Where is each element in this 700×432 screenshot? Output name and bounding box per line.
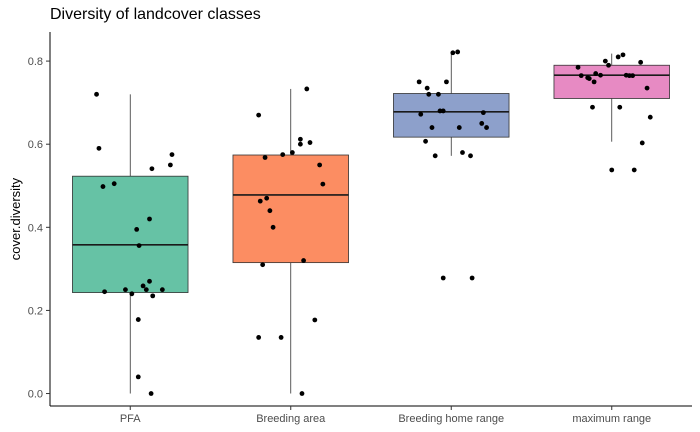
data-point bbox=[630, 73, 636, 79]
data-point bbox=[123, 287, 128, 293]
data-point bbox=[450, 50, 456, 56]
data-point bbox=[639, 140, 645, 146]
data-point bbox=[484, 125, 489, 130]
data-point bbox=[575, 64, 581, 70]
data-point bbox=[159, 287, 165, 293]
data-point bbox=[260, 262, 266, 268]
data-point bbox=[593, 71, 599, 76]
data-point bbox=[270, 224, 276, 230]
data-point bbox=[440, 275, 446, 281]
data-point bbox=[96, 145, 102, 151]
data-point bbox=[280, 152, 286, 157]
data-point bbox=[590, 104, 595, 110]
data-point bbox=[436, 91, 441, 97]
y-tick-label: 0.8 bbox=[28, 56, 43, 68]
data-point bbox=[256, 335, 262, 340]
data-point bbox=[631, 167, 637, 173]
data-point bbox=[620, 52, 626, 58]
data-point bbox=[455, 49, 461, 55]
box-0 bbox=[72, 175, 189, 293]
data-point bbox=[129, 291, 135, 297]
data-point bbox=[440, 108, 446, 114]
data-point bbox=[469, 275, 475, 281]
data-point bbox=[264, 195, 270, 201]
data-point bbox=[647, 114, 653, 120]
y-tick-label: 0.2 bbox=[28, 305, 43, 317]
x-axis-ticks: PFA Breeding area Breeding home range maxim… bbox=[120, 406, 651, 425]
data-point bbox=[278, 335, 284, 340]
data-point bbox=[301, 258, 306, 263]
data-point bbox=[257, 198, 263, 204]
data-point bbox=[418, 111, 424, 117]
data-point bbox=[429, 125, 435, 130]
chart-title: Diversity of landcover classes bbox=[50, 6, 261, 23]
data-point bbox=[432, 153, 438, 159]
data-point bbox=[169, 152, 175, 157]
data-point bbox=[317, 162, 323, 168]
data-point bbox=[297, 141, 303, 147]
data-point bbox=[638, 59, 644, 65]
data-point bbox=[307, 140, 313, 145]
data-point bbox=[606, 62, 611, 68]
data-point bbox=[150, 293, 156, 299]
data-point bbox=[609, 167, 615, 173]
data-point bbox=[586, 76, 592, 81]
data-point bbox=[460, 150, 465, 155]
data-point bbox=[102, 289, 107, 295]
data-point bbox=[267, 208, 273, 214]
data-point bbox=[468, 153, 473, 159]
data-point bbox=[149, 166, 155, 172]
data-point bbox=[456, 125, 462, 130]
data-point bbox=[100, 184, 106, 189]
data-point bbox=[312, 317, 318, 323]
data-point bbox=[602, 58, 608, 64]
data-point bbox=[615, 54, 621, 60]
data-point bbox=[320, 181, 326, 187]
y-axis-ticks: 0.0 0.2 0.4 0.6 0.8 bbox=[28, 56, 50, 401]
x-tick-label: PFA bbox=[120, 413, 141, 425]
data-point bbox=[256, 112, 262, 118]
data-point bbox=[644, 85, 650, 91]
data-point bbox=[416, 79, 422, 85]
data-point bbox=[304, 86, 310, 92]
data-point bbox=[617, 104, 623, 110]
data-point bbox=[299, 391, 305, 396]
y-tick-label: 0.6 bbox=[28, 139, 43, 151]
data-point bbox=[140, 283, 146, 289]
box-2 bbox=[393, 93, 510, 138]
box-1 bbox=[232, 154, 349, 264]
data-point bbox=[598, 72, 603, 78]
data-point bbox=[134, 226, 140, 232]
x-tick-label: Breeding home range bbox=[398, 413, 504, 425]
data-point bbox=[262, 155, 268, 160]
data-point bbox=[289, 150, 295, 155]
data-point bbox=[148, 391, 154, 396]
x-tick-label: maximum range bbox=[572, 413, 651, 425]
y-tick-label: 0.0 bbox=[28, 389, 43, 401]
data-point bbox=[426, 91, 432, 97]
data-point bbox=[135, 374, 141, 380]
data-point bbox=[143, 287, 149, 293]
data-point bbox=[297, 136, 303, 142]
y-axis-title: cover.diversity bbox=[8, 177, 23, 260]
data-point bbox=[111, 181, 117, 187]
data-point bbox=[147, 216, 152, 222]
data-point bbox=[479, 121, 485, 126]
x-tick-label: Breeding area bbox=[256, 413, 326, 425]
data-point bbox=[136, 243, 142, 248]
data-point bbox=[591, 79, 597, 85]
data-point bbox=[578, 73, 584, 79]
y-tick-label: 0.4 bbox=[28, 222, 43, 234]
data-point bbox=[444, 79, 449, 85]
data-point bbox=[135, 317, 141, 322]
box-3 bbox=[553, 64, 670, 99]
chart-marks bbox=[72, 49, 670, 396]
data-point bbox=[424, 85, 430, 91]
data-point bbox=[480, 110, 486, 116]
data-point bbox=[147, 278, 152, 284]
data-point bbox=[167, 162, 173, 168]
data-point bbox=[423, 138, 428, 144]
data-point bbox=[94, 91, 99, 97]
